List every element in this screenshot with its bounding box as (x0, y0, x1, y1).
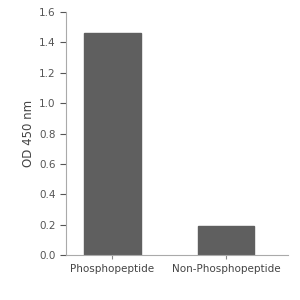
Y-axis label: OD 450 nm: OD 450 nm (22, 100, 35, 167)
Bar (198, 226, 254, 255)
Bar (84, 33, 141, 255)
